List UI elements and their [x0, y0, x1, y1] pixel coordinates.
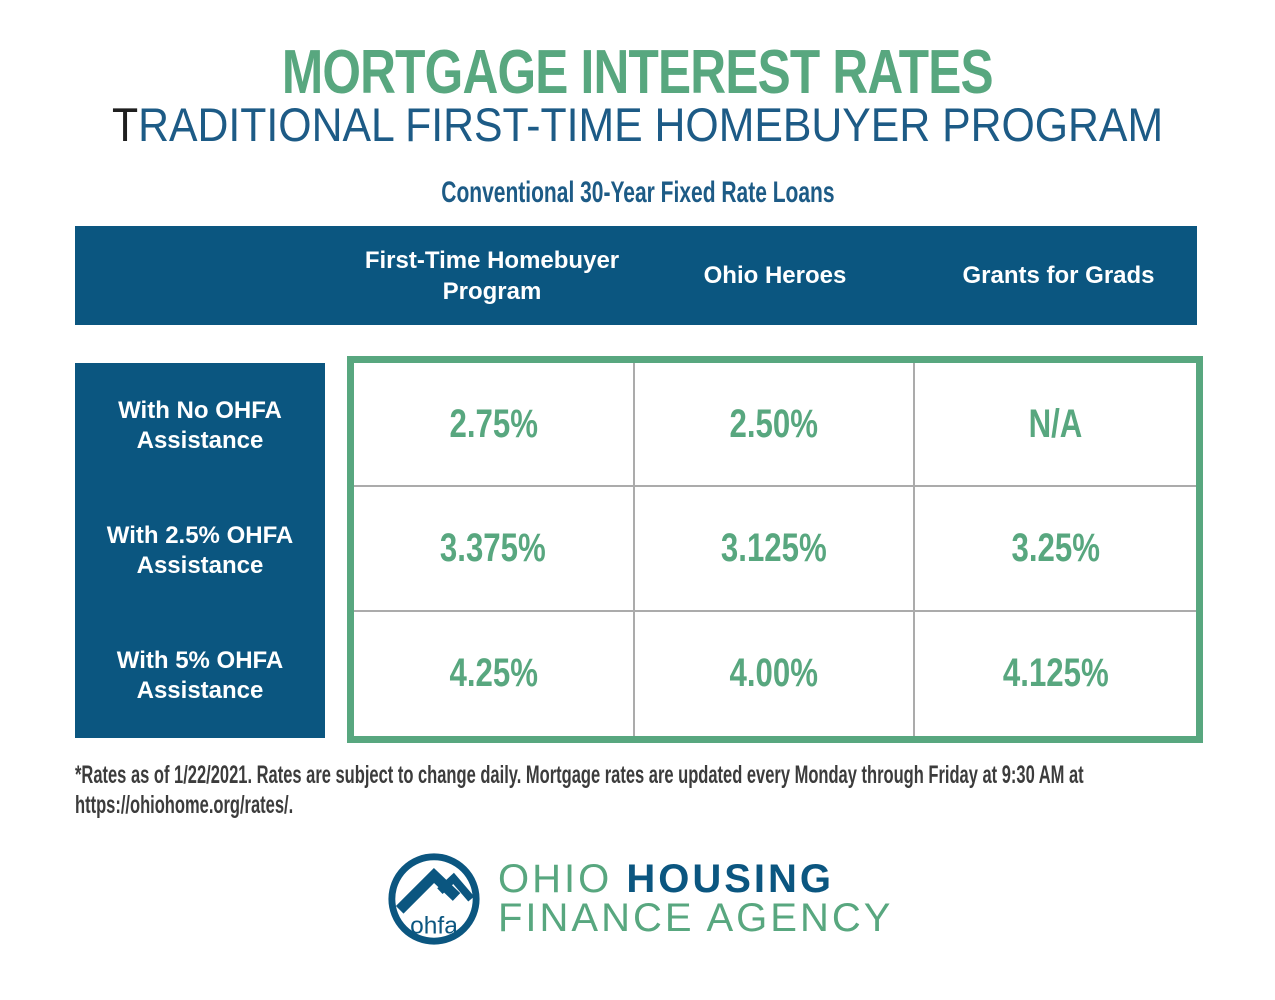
- row-label-2-5-assistance: With 2.5% OHFA Assistance: [106, 521, 294, 579]
- logo-line-2: FINANCE AGENCY: [498, 896, 894, 940]
- footnote-line-1: *Rates as of 1/22/2021. Rates are subjec…: [75, 761, 1084, 789]
- subtitle-rest: RADITIONAL FIRST-TIME HOMEBUYER PROGRAM: [138, 98, 1164, 151]
- rate-cell: 3.125%: [634, 487, 916, 612]
- rate-cell: N/A: [915, 363, 1196, 488]
- rate-cell: 3.25%: [915, 487, 1196, 612]
- ohfa-logo: ohfa OHIO HOUSING FINANCE AGENCY: [385, 848, 893, 950]
- page-title: MORTGAGE INTEREST RATES: [0, 42, 1275, 104]
- logo-ohio: OHIO: [498, 857, 627, 901]
- roof-secondary-icon: [437, 872, 475, 902]
- column-header-grants-for-grads: Grants for Grads: [962, 262, 1155, 289]
- table-header-row: First-Time Homebuyer Program Ohio Heroes…: [75, 226, 1197, 325]
- rate-cell: 3.375%: [354, 487, 635, 612]
- footnote-line-2: https://ohiohome.org/rates/.: [75, 791, 294, 819]
- row-label-5-assistance: With 5% OHFA Assistance: [116, 646, 284, 704]
- rate-cell: 4.00%: [635, 611, 916, 736]
- rate-cell: 2.50%: [634, 363, 916, 488]
- rate-cell: 4.125%: [1002, 651, 1109, 696]
- row-label-no-assistance: With No OHFA Assistance: [118, 396, 282, 454]
- subtitle-initial: T: [111, 98, 139, 151]
- roof-main-icon: [395, 867, 461, 914]
- program-subtitle: TRADITIONAL FIRST-TIME HOMEBUYER PROGRAM: [0, 100, 1275, 150]
- loan-type-caption: Conventional 30-Year Fixed Rate Loans: [440, 176, 835, 209]
- rates-footnote: *Rates as of 1/22/2021. Rates are subjec…: [75, 760, 1235, 820]
- rate-cell: 2.75%: [354, 363, 635, 488]
- logo-line-1: OHIO HOUSING: [498, 857, 893, 901]
- page-title-text: MORTGAGE INTEREST RATES: [282, 38, 994, 107]
- rate-cell: 4.25%: [354, 611, 635, 736]
- row-label-column: With No OHFA Assistance With 2.5% OHFA A…: [75, 363, 325, 738]
- rates-grid: 2.75% 2.50% N/A 3.375% 3.125% 3.25% 4.25…: [347, 356, 1203, 743]
- column-header-ohio-heroes: Ohio Heroes: [703, 262, 847, 289]
- ohfa-logo-icon: ohfa: [388, 853, 480, 945]
- logo-wordmark: OHIO HOUSING FINANCE AGENCY: [498, 857, 894, 940]
- logo-housing: HOUSING: [626, 857, 835, 901]
- column-header-first-time-homebuyer: First-Time Homebuyer Program: [364, 246, 620, 305]
- logo-monogram: ohfa: [410, 912, 458, 939]
